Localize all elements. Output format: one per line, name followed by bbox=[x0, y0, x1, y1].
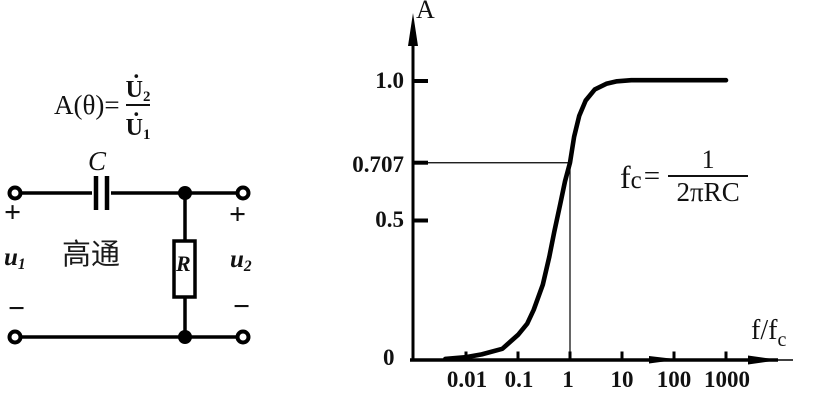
terminal-input-top bbox=[7, 185, 23, 201]
output-voltage-base: u bbox=[230, 246, 244, 273]
resistor-label: R bbox=[176, 251, 191, 276]
output-voltage-label: u2 bbox=[230, 246, 252, 275]
input-voltage-label: u1 bbox=[4, 244, 26, 273]
x-axis-arrowhead bbox=[748, 355, 780, 365]
output-plus-sign: + bbox=[229, 198, 247, 231]
y-tick-label-1.0: 1.0 bbox=[375, 68, 404, 93]
x-tick-label-0.01: 0.01 bbox=[446, 367, 488, 392]
input-voltage-subscript: 1 bbox=[17, 255, 26, 273]
fc-numerator: 1 bbox=[701, 145, 715, 174]
fc-base: f bbox=[620, 158, 631, 195]
cutoff-frequency-formula: f c = 1 2πRC bbox=[620, 145, 749, 207]
y-axis-title: A bbox=[416, 0, 435, 24]
x-axis-title: f/fc bbox=[751, 315, 786, 351]
fraction-bar bbox=[125, 104, 151, 106]
x-tick-label-0.1: 0.1 bbox=[504, 367, 534, 392]
denominator-subscript: 1 bbox=[143, 126, 151, 143]
numerator-subscript: 2 bbox=[143, 88, 151, 105]
y-tick-label-0.5: 0.5 bbox=[375, 207, 404, 232]
fc-denominator: 2πRC bbox=[676, 177, 740, 207]
y-axis-ticks bbox=[413, 79, 428, 223]
input-voltage-base: u bbox=[4, 244, 18, 271]
transfer-function-lhs: A(θ)= bbox=[54, 89, 120, 120]
capacitor-symbol bbox=[93, 176, 110, 210]
denominator-u1: · U1 bbox=[125, 103, 151, 143]
fc-subscript: c bbox=[630, 167, 642, 194]
fc-equals: = bbox=[643, 160, 661, 192]
y-axis-arrowhead bbox=[408, 13, 418, 46]
x-tick-label-1000: 1000 bbox=[704, 367, 750, 392]
junction-dot-bottom bbox=[178, 330, 192, 344]
filter-type-label: 高通 bbox=[62, 239, 121, 271]
denominator-overdot: · bbox=[132, 102, 141, 127]
denominator-base: U bbox=[125, 115, 143, 141]
output-minus-sign: − bbox=[233, 290, 251, 323]
terminal-output-top bbox=[235, 185, 251, 201]
x-tick-label-1: 1 bbox=[562, 367, 574, 392]
terminal-output-bottom bbox=[235, 329, 251, 345]
fc-fraction-bar bbox=[668, 175, 749, 177]
numerator-base: U bbox=[125, 77, 143, 103]
x-axis-title-base: f/f bbox=[751, 315, 778, 346]
output-voltage-subscript: 2 bbox=[243, 257, 252, 275]
junction-dot-top bbox=[178, 186, 192, 200]
input-minus-sign: − bbox=[8, 292, 26, 325]
terminal-input-bottom bbox=[7, 329, 23, 345]
numerator-overdot: · bbox=[132, 64, 141, 89]
input-plus-sign: + bbox=[4, 196, 22, 229]
x-axis-mid-arrowhead bbox=[649, 356, 679, 364]
resistor-symbol bbox=[172, 239, 197, 299]
y-tick-label-0: 0 bbox=[383, 345, 395, 370]
terminals bbox=[7, 185, 251, 345]
numerator-u2: · U2 bbox=[125, 65, 151, 105]
response-curve bbox=[442, 77, 729, 362]
x-tick-label-10: 10 bbox=[610, 367, 634, 392]
capacitor-label: C bbox=[88, 146, 107, 176]
circuit-wires bbox=[21, 191, 237, 339]
transfer-function-formula: A(θ)= · U2 · U1 bbox=[54, 65, 151, 143]
x-axis-title-subscript: c bbox=[777, 329, 787, 351]
y-tick-label-0.707: 0.707 bbox=[352, 152, 404, 177]
x-tick-label-100: 100 bbox=[656, 367, 692, 392]
